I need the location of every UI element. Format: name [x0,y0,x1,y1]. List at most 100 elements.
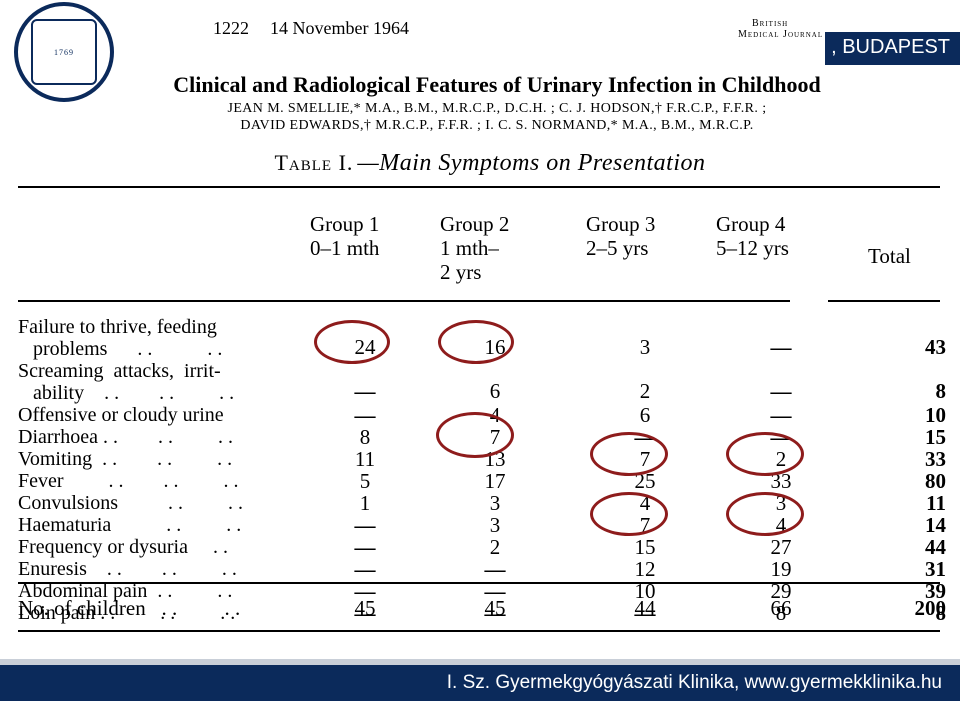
cell-g3: 12 [610,558,680,580]
cell-g2: 16 [460,336,530,358]
cell-g4: — [746,426,816,448]
cell-g4: 27 [746,536,816,558]
cell-tot: 80 [886,470,946,492]
col-total: Total [868,244,911,268]
cell-g4: 33 [746,470,816,492]
total-g4: 66 [746,596,816,621]
budapest-tag: , BUDAPEST [825,32,960,65]
cell-tot: 11 [886,492,946,514]
authors-line-2: DAVID EDWARDS,† M.R.C.P., F.F.R. ; I. C.… [147,118,847,134]
cell-tot: 8 [886,380,946,402]
cell-g3: — [610,426,680,448]
cell-g2: 7 [460,426,530,448]
cell-g3: 3 [610,336,680,358]
cell-tot: 10 [886,404,946,426]
row-label: Vomiting . . . . . . [18,448,232,470]
row-label: Haematuria . . . . [18,514,241,536]
cell-g1: — [330,514,400,536]
cell-g3: 7 [610,514,680,536]
cell-g2: — [460,558,530,580]
table-title-label: Table I. [274,150,353,175]
cell-g1: 24 [330,336,400,358]
table-row: Convulsions . . . .134311 [18,492,940,514]
cell-g4: — [746,404,816,426]
table-rule-bottom [18,630,940,632]
cell-tot: 33 [886,448,946,470]
cell-g1: 5 [330,470,400,492]
authors-line-1: JEAN M. SMELLIE,* M.A., B.M., M.R.C.P., … [147,101,847,117]
table-row: Screaming attacks, irrit- ability . . . … [18,360,940,404]
table-row: Haematuria . . . .—37414 [18,514,940,536]
cell-g4: 4 [746,514,816,536]
cell-g4: 2 [746,448,816,470]
cell-g3: 25 [610,470,680,492]
cell-g2: 3 [460,514,530,536]
paper-title: Clinical and Radiological Features of Ur… [147,72,847,98]
cell-g2: 6 [460,380,530,402]
row-label: Convulsions . . . . [18,492,243,514]
total-row-label: No. of children . . . . [18,596,240,621]
total-tot: 200 [886,596,946,621]
cell-g4: 3 [746,492,816,514]
table-rule-top [18,186,940,188]
university-seal: 1769 [14,2,114,102]
page-number: 1222 [213,18,249,39]
cell-g1: 8 [330,426,400,448]
row-label: Frequency or dysuria . . [18,536,228,558]
cell-tot: 43 [886,336,946,358]
total-g3: 44 [610,596,680,621]
col-group2: Group 2 1 mth– 2 yrs [440,212,509,284]
cell-g3: 2 [610,380,680,402]
table-body: Failure to thrive, feeding problems . . … [18,316,940,624]
cell-g1: — [330,380,400,402]
cell-g3: 4 [610,492,680,514]
cell-g1: — [330,404,400,426]
col-group3: Group 3 2–5 yrs [586,212,655,260]
table-title-text: —Main Symptoms on Presentation [357,150,705,176]
table-rule-head-a [18,300,790,302]
cell-g2: 4 [460,404,530,426]
cell-g2: 2 [460,536,530,558]
table-row: Failure to thrive, feeding problems . . … [18,316,940,360]
table-row: Frequency or dysuria . .—2152744 [18,536,940,558]
cell-g4: — [746,380,816,402]
row-label: Screaming attacks, irrit- ability . . . … [18,360,234,404]
row-label: Diarrhoea . . . . . . [18,426,233,448]
cell-g1: — [330,558,400,580]
issue-date: 14 November 1964 [270,18,409,39]
col-group1: Group 1 0–1 mth [310,212,379,260]
cell-tot: 31 [886,558,946,580]
cell-g2: 17 [460,470,530,492]
table-row: Diarrhoea . . . . . .87——15 [18,426,940,448]
cell-g2: 3 [460,492,530,514]
cell-tot: 44 [886,536,946,558]
footer-bar: I. Sz. Gyermekgyógyászati Klinika, www.g… [0,665,960,701]
page: 1769 , BUDAPEST 1222 14 November 1964 Br… [0,0,960,701]
table-title: Table I.—Main Symptoms on Presentation [160,150,820,177]
cell-g1: 1 [330,492,400,514]
table-rule-head-b [828,300,940,302]
journal-name-2: Medical Journal [738,29,823,40]
row-label: Failure to thrive, feeding problems . . … [18,316,222,360]
total-g1: 45 [330,596,400,621]
cell-tot: 15 [886,426,946,448]
table-row: Enuresis . . . . . .——121931 [18,558,940,580]
cell-g2: 13 [460,448,530,470]
journal-name-1: British [752,18,788,29]
col-group4: Group 4 5–12 yrs [716,212,789,260]
row-label: Offensive or cloudy urine [18,404,224,426]
row-label: Fever . . . . . . [18,470,239,492]
total-g2: 45 [460,596,530,621]
table-row: Offensive or cloudy urine—46—10 [18,404,940,426]
table-row: Vomiting . . . . . .11137233 [18,448,940,470]
cell-g3: 6 [610,404,680,426]
cell-g4: — [746,336,816,358]
header-bg [0,0,960,55]
footer-text: I. Sz. Gyermekgyógyászati Klinika, www.g… [447,672,942,694]
row-label: Enuresis . . . . . . [18,558,237,580]
cell-g3: 15 [610,536,680,558]
cell-g1: 11 [330,448,400,470]
table-total-row: No. of children . . . . 45 45 44 66 200 [18,594,940,624]
table-row: Fever . . . . . .517253380 [18,470,940,492]
cell-tot: 14 [886,514,946,536]
